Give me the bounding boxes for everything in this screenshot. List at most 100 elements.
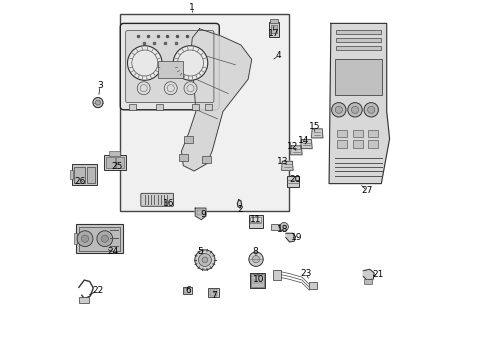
Circle shape <box>97 231 113 247</box>
Bar <box>273 270 281 280</box>
Bar <box>268 22 279 37</box>
Circle shape <box>331 103 346 117</box>
Bar <box>367 130 378 137</box>
Text: 8: 8 <box>252 247 258 256</box>
Bar <box>250 217 261 222</box>
FancyBboxPatch shape <box>125 31 213 103</box>
Text: 24: 24 <box>107 247 119 256</box>
Text: 10: 10 <box>253 274 264 284</box>
FancyBboxPatch shape <box>141 193 173 206</box>
Bar <box>336 46 381 50</box>
Bar <box>336 38 381 42</box>
Bar <box>270 25 277 33</box>
Bar <box>248 215 262 228</box>
Bar <box>336 30 381 34</box>
Bar <box>286 176 299 187</box>
Circle shape <box>183 82 197 95</box>
Polygon shape <box>281 161 292 170</box>
Text: 5: 5 <box>197 247 203 256</box>
Text: 9: 9 <box>200 210 205 219</box>
Text: 13: 13 <box>277 158 288 166</box>
Bar <box>76 224 122 253</box>
Polygon shape <box>328 23 389 184</box>
Circle shape <box>173 46 207 80</box>
Text: 6: 6 <box>185 287 191 295</box>
Text: 18: 18 <box>276 225 287 234</box>
Bar <box>129 104 136 110</box>
Text: 27: 27 <box>361 186 372 195</box>
Circle shape <box>127 46 162 80</box>
Circle shape <box>77 231 93 247</box>
Bar <box>202 156 211 163</box>
Circle shape <box>101 235 108 242</box>
Bar <box>183 288 190 293</box>
Bar <box>352 140 362 148</box>
Bar <box>72 164 97 185</box>
Bar <box>335 59 381 95</box>
Text: 2: 2 <box>237 205 243 214</box>
Bar <box>309 282 317 289</box>
Polygon shape <box>363 269 373 280</box>
Bar <box>74 233 77 244</box>
Bar <box>156 104 163 110</box>
Bar <box>79 227 120 251</box>
Text: 22: 22 <box>92 287 103 295</box>
Polygon shape <box>311 129 322 138</box>
Text: 3: 3 <box>97 81 102 90</box>
Bar <box>192 104 199 110</box>
Text: 4: 4 <box>275 51 281 60</box>
Bar <box>197 210 204 215</box>
Text: 23: 23 <box>300 269 311 278</box>
Bar <box>270 19 277 23</box>
Circle shape <box>248 252 263 266</box>
Bar <box>363 279 371 284</box>
Bar <box>87 167 95 183</box>
Text: 19: 19 <box>290 233 302 242</box>
Text: 21: 21 <box>372 270 383 279</box>
Circle shape <box>279 222 288 231</box>
Circle shape <box>137 82 150 95</box>
Polygon shape <box>285 233 295 242</box>
Polygon shape <box>237 200 241 208</box>
Circle shape <box>351 106 358 113</box>
Bar <box>74 167 85 183</box>
Circle shape <box>335 106 342 113</box>
Text: 17: 17 <box>267 29 279 37</box>
Circle shape <box>252 256 259 263</box>
Text: 20: 20 <box>288 175 300 184</box>
Polygon shape <box>195 208 205 220</box>
Bar <box>249 273 264 288</box>
Circle shape <box>202 257 207 263</box>
Text: 7: 7 <box>211 291 217 300</box>
Circle shape <box>164 82 177 95</box>
Bar <box>116 157 123 168</box>
Bar <box>337 140 347 148</box>
FancyBboxPatch shape <box>120 23 219 110</box>
Circle shape <box>81 235 88 242</box>
Bar <box>184 136 193 143</box>
Bar <box>271 224 284 230</box>
Text: 26: 26 <box>74 177 85 186</box>
Bar <box>208 288 218 297</box>
Polygon shape <box>181 29 251 171</box>
Bar <box>104 155 125 170</box>
Bar <box>158 61 182 78</box>
Bar <box>209 289 217 296</box>
Text: 11: 11 <box>250 215 261 224</box>
Bar <box>109 151 120 156</box>
Circle shape <box>363 103 378 117</box>
Bar <box>69 170 73 179</box>
Text: 15: 15 <box>308 122 320 131</box>
Circle shape <box>198 253 211 266</box>
Bar <box>182 287 191 294</box>
Circle shape <box>367 106 374 113</box>
Bar <box>251 274 263 287</box>
Bar <box>120 14 289 211</box>
Bar <box>179 154 187 161</box>
Bar <box>79 297 89 303</box>
Circle shape <box>95 100 101 105</box>
Text: 25: 25 <box>111 162 122 171</box>
Text: 12: 12 <box>287 142 298 151</box>
Circle shape <box>347 103 362 117</box>
Circle shape <box>194 250 215 270</box>
